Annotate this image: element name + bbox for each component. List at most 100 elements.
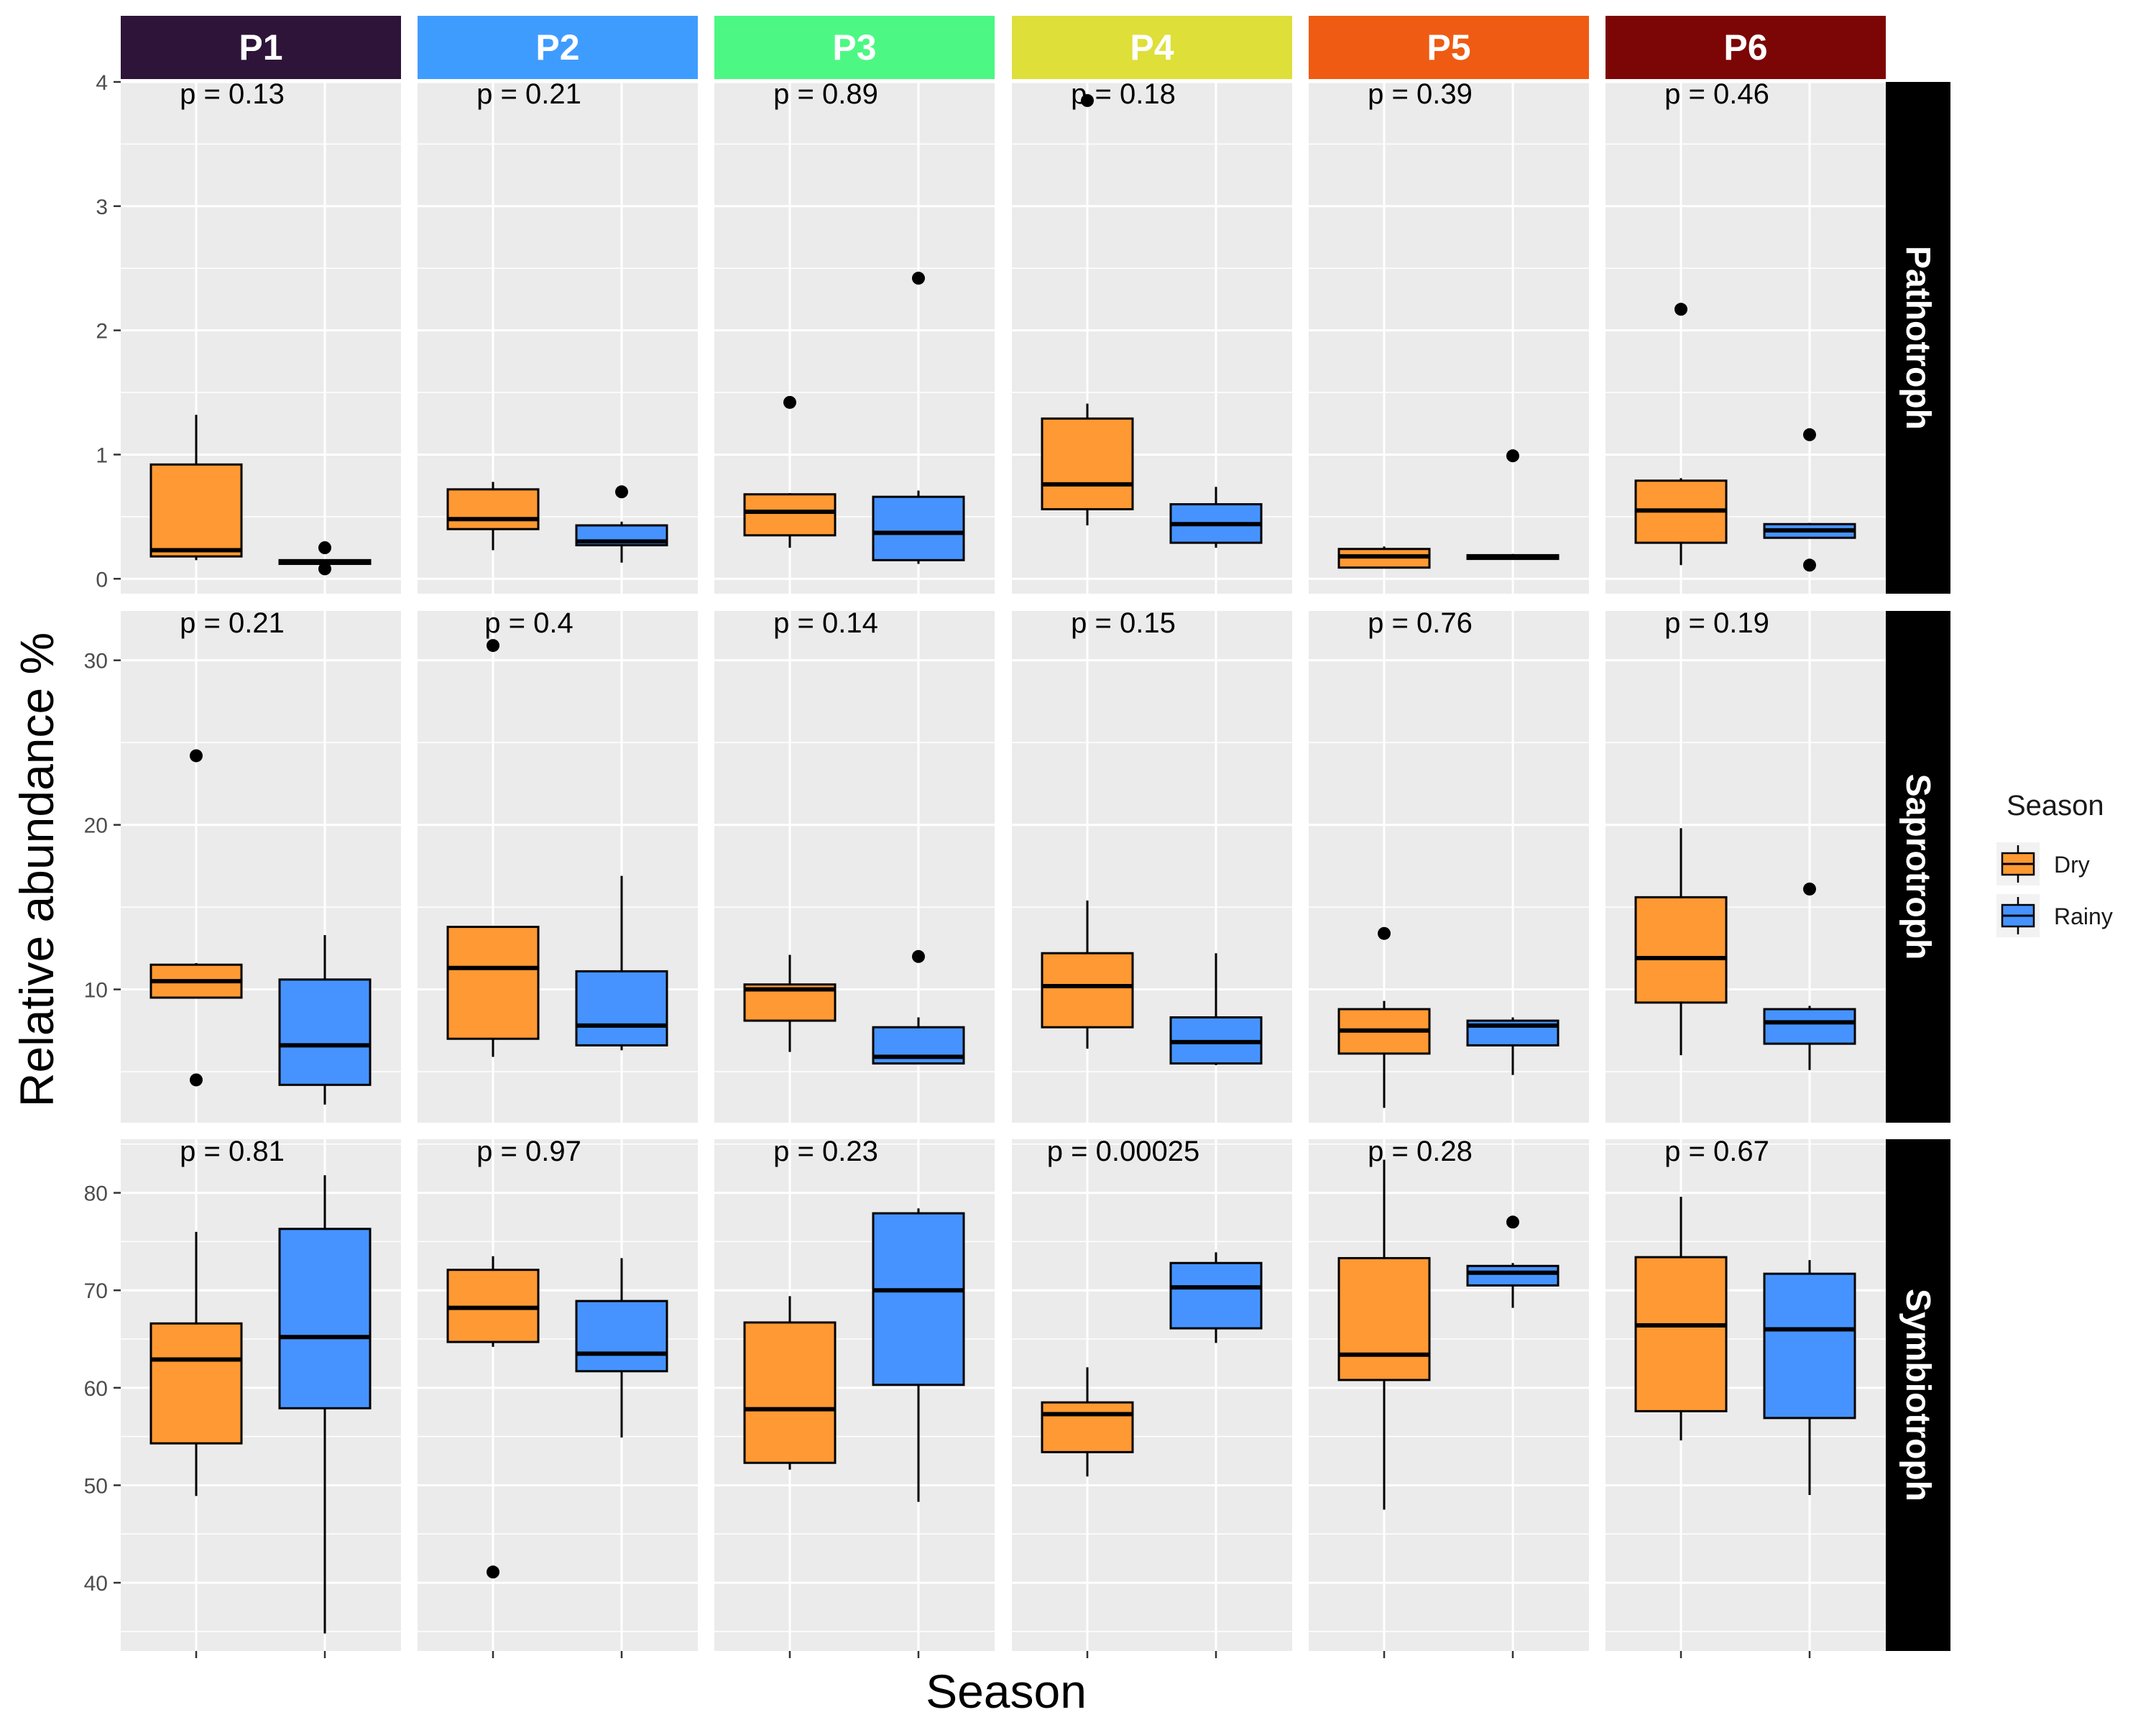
p-value-label: p = 0.18 [1071, 78, 1176, 110]
column-strip-p5: P5 [1309, 16, 1589, 79]
box-rainy [575, 1258, 668, 1438]
y-axis-pathotroph: 0 1 2 3 4 [96, 71, 121, 592]
outlier-point [487, 1565, 499, 1579]
box-rainy [1466, 1017, 1560, 1075]
y-tick-label: 1 [96, 443, 108, 467]
p-value-label: p = 0.14 [773, 607, 878, 639]
box-dry [446, 639, 540, 1057]
panel-background [1012, 1139, 1292, 1651]
y-tick-label: 40 [84, 1572, 108, 1596]
column-strip-label: P2 [535, 27, 579, 68]
box-iqr [743, 493, 837, 537]
legend-key-dry [1996, 842, 2040, 886]
p-value-label: p = 0.13 [180, 78, 285, 110]
y-tick-label: 20 [84, 814, 108, 838]
box-iqr [278, 978, 372, 1086]
box-rainy [1763, 1260, 1856, 1496]
box-iqr [446, 926, 540, 1040]
p-value-label: p = 0.39 [1368, 78, 1473, 110]
y-axis-title: Relative abundance % [10, 632, 63, 1107]
box-dry [743, 395, 837, 548]
box-iqr [149, 463, 243, 558]
box-dry [1634, 1197, 1728, 1441]
box-iqr [1041, 417, 1134, 510]
outlier-point [1803, 558, 1816, 572]
box-iqr [149, 1322, 243, 1445]
box-rainy [278, 935, 372, 1105]
panel-background [1309, 1139, 1589, 1651]
y-tick-label: 10 [84, 979, 108, 1003]
column-strip-bg [1012, 16, 1292, 79]
panel-saprotroph-p4: p = 0.15 [1012, 607, 1292, 1123]
box-rainy [1169, 487, 1263, 548]
p-value-label: p = 0.21 [476, 78, 581, 110]
box-dry [1041, 1367, 1134, 1477]
column-strip-label: P3 [832, 27, 876, 68]
panel-symbiotroph-p1: p = 0.81 [121, 1136, 401, 1658]
panel-symbiotroph-p6: p = 0.67 [1606, 1136, 1886, 1658]
panel-pathotroph-p2: p = 0.21 [418, 78, 698, 594]
legend: Season Dry Rainy [1996, 790, 2113, 937]
box-rainy [1466, 1215, 1560, 1308]
box-dry [1337, 1159, 1431, 1510]
box-rainy [278, 1175, 372, 1634]
row-strip-bg [1886, 611, 1950, 1123]
panel-saprotroph-p6: p = 0.19 [1606, 607, 1886, 1123]
box-iqr [872, 1212, 965, 1386]
outlier-point [1674, 303, 1687, 316]
box-iqr [278, 1228, 372, 1409]
y-tick-label: 50 [84, 1474, 108, 1498]
outlier-point [318, 562, 331, 576]
y-tick-label: 70 [84, 1279, 108, 1303]
panel-pathotroph-p4: p = 0.18 [1012, 78, 1292, 594]
box-iqr [575, 970, 668, 1046]
y-tick-label: 0 [96, 568, 108, 592]
box-rainy [1466, 449, 1560, 561]
outlier-point [1803, 428, 1816, 441]
panel-symbiotroph-p5: p = 0.28 [1309, 1136, 1589, 1658]
y-tick-label: 3 [96, 196, 108, 219]
row-strip-label: Saprotroph [1899, 774, 1937, 960]
column-strip-bg [1606, 16, 1886, 79]
outlier-point [1378, 926, 1391, 940]
box-dry [1634, 828, 1728, 1056]
box-dry [743, 1296, 837, 1470]
row-strip-saprotroph: Saprotroph [1886, 611, 1950, 1123]
y-tick-label: 80 [84, 1182, 108, 1206]
y-tick-label: 4 [96, 71, 108, 95]
p-value-label: p = 0.28 [1368, 1136, 1473, 1167]
box-iqr [1041, 952, 1134, 1029]
box-iqr [1634, 896, 1728, 1004]
panel-saprotroph-p2: p = 0.4 [418, 607, 698, 1123]
row-strip-pathotroph: Pathotroph [1886, 82, 1950, 594]
box-rainy [872, 1208, 965, 1502]
panel-saprotroph-p1: p = 0.21 [121, 607, 401, 1123]
legend-label-dry: Dry [2054, 852, 2090, 878]
panel-pathotroph-p6: p = 0.46 [1606, 78, 1886, 594]
outlier-point [190, 1073, 203, 1087]
p-value-label: p = 0.23 [773, 1136, 878, 1167]
legend-key-rainy [1996, 894, 2040, 937]
box-dry [446, 1256, 540, 1579]
p-value-label: p = 0.46 [1664, 78, 1769, 110]
column-strip-p4: P4 [1012, 16, 1292, 79]
box-rainy [1169, 953, 1263, 1065]
row-strip-bg [1886, 1139, 1950, 1651]
column-strip-label: P6 [1723, 27, 1767, 68]
p-value-label: p = 0.97 [476, 1136, 581, 1167]
p-value-label: p = 0.89 [773, 78, 878, 110]
row-strip-label: Pathotroph [1899, 246, 1937, 430]
box-iqr [1763, 1008, 1856, 1045]
box-iqr [446, 488, 540, 530]
column-strip-p2: P2 [418, 16, 698, 79]
outlier-point [912, 272, 925, 285]
column-strip-p6: P6 [1606, 16, 1886, 79]
box-dry [1041, 93, 1134, 525]
panel-pathotroph-p1: p = 0.13 [121, 78, 401, 594]
outlier-point [1803, 882, 1816, 896]
column-strip-p1: P1 [121, 16, 401, 79]
box-dry [446, 482, 540, 551]
box-dry [1041, 900, 1134, 1049]
y-axis-symbiotroph: 40 50 60 70 80 [84, 1182, 121, 1596]
